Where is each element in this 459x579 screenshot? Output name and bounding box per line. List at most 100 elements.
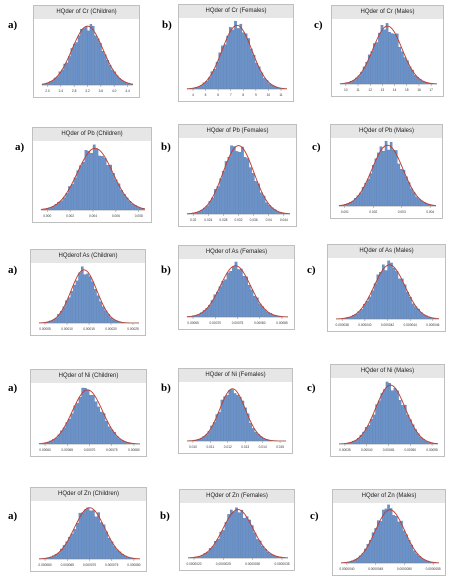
histogram-bar (109, 164, 112, 211)
histogram-bar (81, 161, 85, 211)
histogram-bar (379, 272, 382, 320)
histogram-bar (227, 514, 230, 559)
panel-letter: a) (8, 510, 18, 522)
histogram-bar (84, 150, 88, 211)
histogram-bar (402, 530, 406, 564)
histogram-bar (235, 151, 239, 215)
histogram-bar (226, 272, 230, 318)
histogram-bar (99, 43, 102, 86)
histogram-bar (238, 396, 242, 442)
fit-curve (340, 509, 440, 564)
histogram-plot: 4 5 6 7 8 9 10 11 (186, 20, 288, 97)
histogram-bar (359, 192, 362, 207)
histogram-bar (370, 419, 373, 445)
histogram-bar (61, 69, 64, 86)
histogram-bar (388, 31, 391, 85)
x-tick-label: 0.00065 (62, 448, 74, 452)
histogram-bar (112, 173, 115, 211)
histogram-bar (99, 301, 102, 324)
x-tick-label: 4.4 (125, 89, 130, 93)
fit-curve (38, 507, 141, 560)
histogram-bar (382, 150, 385, 207)
histogram-bar (236, 28, 240, 90)
histogram-bar (403, 284, 407, 320)
x-tick-label: 0.0000050 (397, 567, 412, 571)
histogram-bar (106, 165, 110, 211)
histogram-bar (82, 28, 85, 86)
x-tick-label: 0.028 (219, 218, 227, 222)
chart-title: HQder of Pb (Females) (179, 125, 296, 138)
histogram-plot: 0.001 0.002 0.003 0.004 (338, 140, 437, 214)
panel-letter: c) (314, 19, 323, 31)
x-tick-label: 0.0000045 (368, 567, 383, 571)
histogram-panel: HQderof As (Children) 0.00005 0.00010 0.000… (30, 249, 146, 336)
histogram-bar (374, 528, 377, 564)
histogram-bar (239, 23, 243, 90)
histogram-bar (96, 295, 100, 324)
histogram-bar (76, 170, 80, 211)
histogram-bar (372, 414, 376, 445)
histogram-bar (88, 276, 92, 324)
histogram-bar (378, 32, 381, 85)
histogram-bar (86, 507, 90, 560)
histogram-bar (364, 182, 367, 207)
histogram-bar (393, 33, 396, 85)
histogram-bar (224, 522, 228, 559)
histogram-bar (237, 269, 240, 318)
x-tick-label: 0.00010 (61, 327, 73, 331)
histogram-bar (91, 281, 95, 324)
x-tick-label: 0.000080 (127, 563, 141, 567)
x-tick-label: 0.006 (112, 214, 120, 218)
histogram-bar (226, 35, 229, 90)
histogram-bar (222, 530, 225, 559)
histogram-bar (392, 149, 395, 207)
histogram-bar (65, 422, 69, 445)
histogram-bar (77, 35, 81, 86)
histogram-bar (409, 296, 412, 320)
histogram-bar (80, 28, 83, 86)
x-tick-label: 0.00045 (383, 448, 395, 452)
histogram-bar (415, 196, 418, 207)
histogram-panel: HQder of Cr (Males) 10 11 12 13 14 15 16 17 (331, 5, 444, 97)
histogram-bar (379, 521, 383, 564)
histogram-bar (390, 33, 394, 85)
histogram-bar (376, 274, 380, 320)
histogram-bar (366, 178, 370, 207)
histogram-bar (218, 286, 222, 318)
x-tick-label: 0.000 (43, 214, 51, 218)
histogram-bar (122, 194, 126, 211)
x-tick-label: 8 (242, 93, 244, 97)
histogram-bar (78, 272, 81, 324)
histogram-bar (236, 394, 239, 442)
histogram-bar (253, 295, 256, 318)
histogram-bar (365, 301, 369, 320)
histogram-bar (407, 182, 411, 207)
histogram-bar (268, 205, 271, 215)
x-tick-label: 0.00060 (39, 448, 51, 452)
x-tick-label: 0.00005 (39, 327, 51, 331)
histogram-bar (104, 54, 107, 86)
histogram-bar (383, 29, 386, 85)
histogram-bar (415, 553, 419, 564)
histogram-bar (263, 78, 266, 90)
x-tick-label: 0.00025 (127, 327, 139, 331)
histogram-bar (62, 427, 66, 445)
panel-letter: a) (15, 141, 25, 153)
histogram-bar (257, 183, 261, 215)
fit-curve (186, 388, 286, 442)
histogram-bar (243, 157, 247, 215)
histogram-bar (223, 396, 226, 442)
x-tick-label: 11 (279, 93, 283, 97)
x-tick-label: 0.00015 (83, 327, 95, 331)
histogram-bar (371, 290, 374, 320)
histogram-bar (232, 266, 235, 318)
histogram-bar (241, 400, 245, 442)
histogram-bar (92, 144, 96, 211)
histogram-bar (400, 168, 403, 207)
histogram-bar (398, 400, 402, 445)
x-tick-label: 0.02 (190, 218, 196, 222)
histogram-bar (102, 524, 106, 560)
histogram-bar (383, 389, 386, 445)
histogram-bar (107, 537, 111, 560)
histogram-bar (102, 413, 106, 445)
